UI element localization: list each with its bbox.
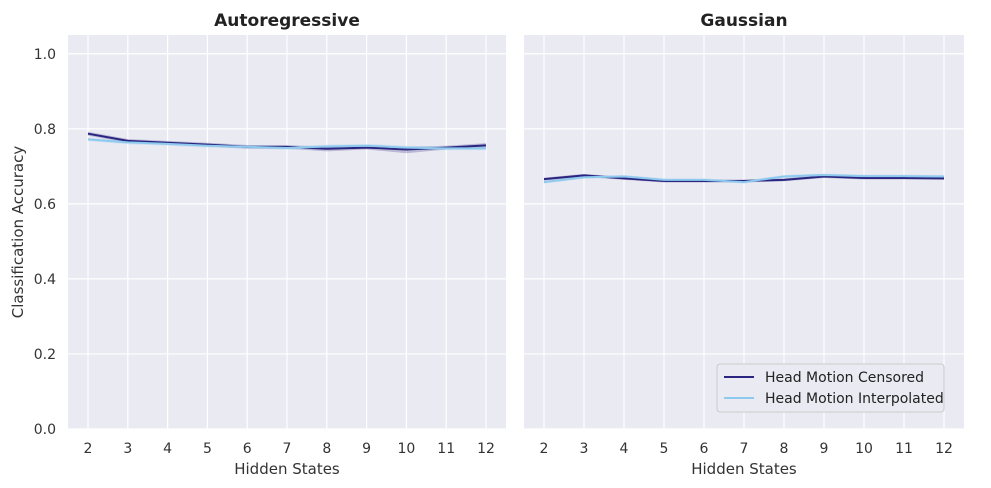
x-tick-label: 9: [362, 441, 371, 457]
gridlines-gaussian: [524, 35, 964, 430]
series-lines-gaussian: [543, 173, 945, 184]
x-tick-label: 5: [660, 441, 669, 457]
panel-title-gaussian: Gaussian: [700, 11, 787, 31]
series-line-censored: [87, 132, 487, 151]
panel-gaussian: Gaussian 2 3 4 5 6 7 8 9 10 11 12 Hidden States He…: [524, 11, 964, 478]
y-tick-label: 1.0: [34, 47, 56, 63]
panel-autoregressive: Autoregressive 2 3 4 5 6 7 8 9 10 11 12 0.00.20.40…: [9, 11, 506, 478]
x-tick-label: 10: [855, 441, 873, 457]
x-tick-label: 6: [243, 441, 252, 457]
x-tick-label: 3: [123, 441, 132, 457]
x-tick-label: 5: [203, 441, 212, 457]
x-tick-label: 3: [580, 441, 589, 457]
series-line-interpolated: [543, 173, 945, 184]
x-tick-label: 6: [700, 441, 709, 457]
x-tick-label: 2: [540, 441, 549, 457]
x-tick-labels-gaussian: 2 3 4 5 6 7 8 9 10 11 12: [540, 441, 953, 457]
y-tick-label: 0.4: [34, 272, 56, 288]
x-tick-label: 7: [283, 441, 292, 457]
x-tick-label: 7: [740, 441, 749, 457]
series-lines-autoregressive: [87, 132, 487, 151]
legend-label-interpolated: Head Motion Interpolated: [765, 391, 944, 407]
y-axis-label: Classification Accuracy: [9, 146, 27, 319]
legend: Head Motion Censored Head Motion Interpo…: [716, 363, 945, 413]
x-tick-label: 4: [163, 441, 172, 457]
x-tick-label: 12: [477, 441, 495, 457]
x-tick-label: 4: [620, 441, 629, 457]
x-tick-label: 2: [84, 441, 93, 457]
panel-title-autoregressive: Autoregressive: [214, 11, 360, 31]
y-tick-labels-autoregressive: 0.0 0.2 0.4 0.6 0.8 1.0: [34, 47, 56, 438]
x-tick-label: 8: [322, 441, 331, 457]
y-tick-label: 0.2: [34, 347, 56, 363]
series-line-interpolated: [87, 138, 486, 150]
x-tick-label: 10: [397, 441, 415, 457]
x-tick-label: 11: [437, 441, 455, 457]
legend-box: [716, 363, 945, 413]
gridlines-autoregressive: [68, 35, 506, 430]
y-tick-label: 0.6: [34, 197, 56, 213]
x-tick-label: 12: [935, 441, 953, 457]
x-tick-labels-autoregressive: 2 3 4 5 6 7 8 9 10 11 12: [84, 441, 495, 457]
x-tick-label: 8: [780, 441, 789, 457]
x-axis-label-gaussian: Hidden States: [691, 460, 797, 478]
y-tick-label: 0.0: [34, 422, 56, 438]
y-tick-label: 0.8: [34, 122, 56, 138]
x-axis-label-autoregressive: Hidden States: [234, 460, 340, 478]
legend-label-censored: Head Motion Censored: [765, 370, 924, 386]
x-tick-label: 11: [895, 441, 913, 457]
x-tick-label: 9: [820, 441, 829, 457]
